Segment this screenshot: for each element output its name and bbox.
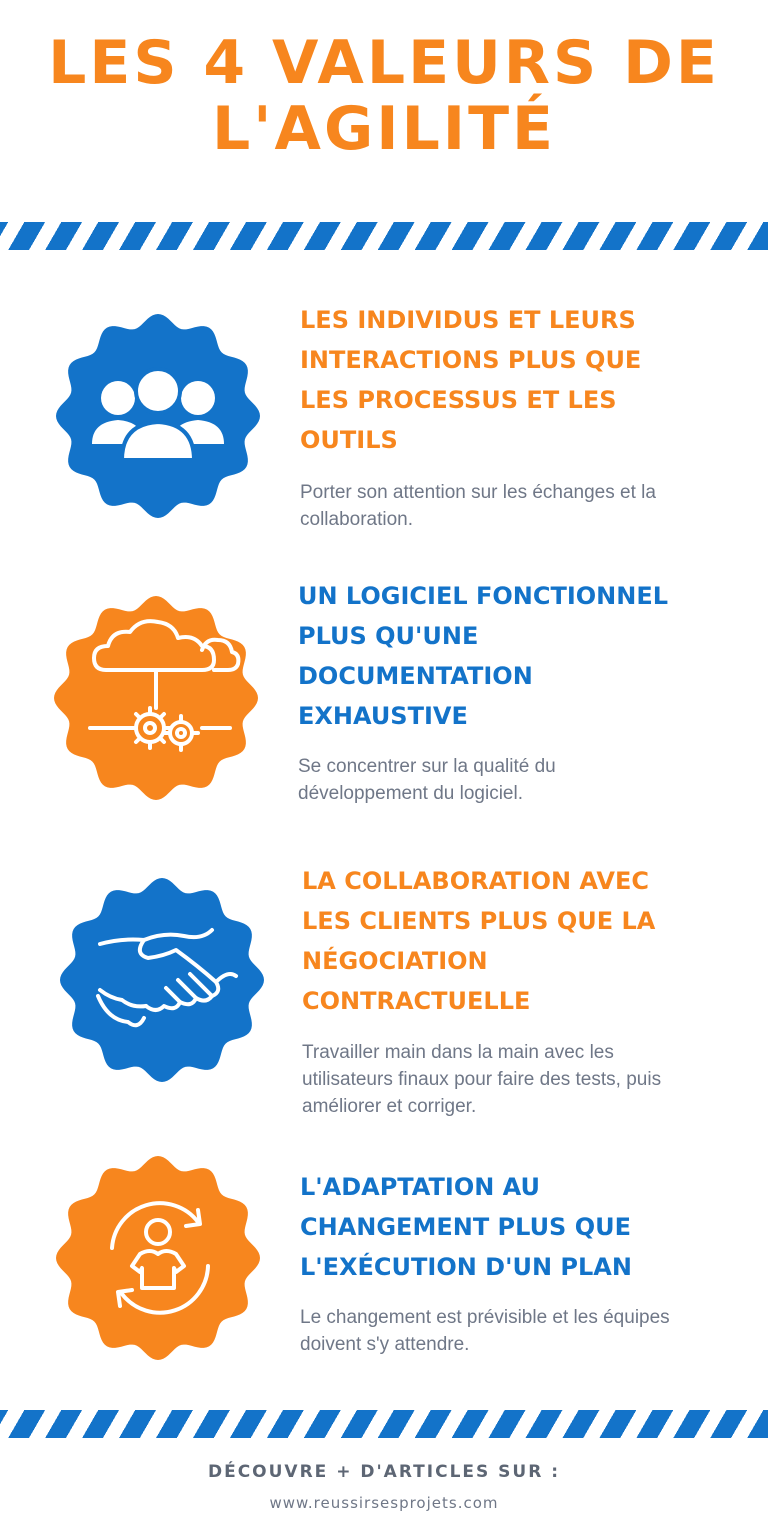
footer-cta: DÉCOUVRE + D'ARTICLES SUR : [207, 1462, 561, 1482]
top-stripe-divider [0, 222, 768, 250]
cloud-gears-badge [46, 588, 266, 808]
bottom-stripe-divider [0, 1410, 768, 1438]
person-cycle-badge-shape [56, 1156, 260, 1360]
value-3-title: LA COLLABORATION AVEC LES CLIENTS PLUS Q… [302, 867, 656, 1015]
footer-url[interactable]: www.reussirsesprojets.com [269, 1494, 499, 1512]
cloud-gears-icon [88, 619, 241, 752]
handshake-badge-shape [60, 878, 264, 1082]
value-4-title: L'ADAPTATION AU CHANGEMENT PLUS QUE L'EX… [300, 1173, 632, 1281]
person-cycle-badge [48, 1148, 268, 1368]
page-title-line-2: L'AGILITÉ [211, 94, 557, 164]
person-cycle-icon [110, 1201, 210, 1315]
team-icon [92, 367, 224, 462]
team-badge [48, 306, 268, 526]
team-badge-shape [56, 314, 260, 518]
page-title: LES 4 VALEURS DE L'AGILITÉ [0, 30, 768, 162]
value-1-title: LES INDIVIDUS ET LEURS INTERACTIONS PLUS… [300, 306, 642, 454]
value-1-description: Porter son attention sur les échanges et… [300, 482, 656, 530]
value-4-description: Le changement est prévisible et les équi… [300, 1307, 670, 1355]
value-2-title: UN LOGICIEL FONCTIONNEL PLUS QU'UNE DOCU… [298, 582, 669, 730]
value-2-description: Se concentrer sur la qualité du développ… [298, 756, 556, 804]
value-3-description: Travailler main dans la main avec les ut… [302, 1042, 662, 1117]
handshake-icon [96, 928, 238, 1028]
handshake-badge [52, 870, 272, 1090]
page-title-line-1: LES 4 VALEURS DE [48, 28, 720, 98]
